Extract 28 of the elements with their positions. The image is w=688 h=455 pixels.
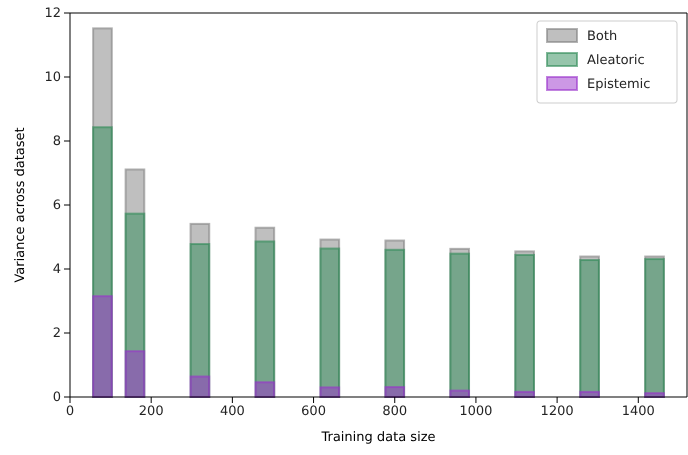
- y-tick-label: 8: [52, 134, 61, 150]
- y-tick-label: 10: [44, 70, 61, 86]
- x-axis-title: Training data size: [320, 430, 436, 445]
- bar: [254, 381, 276, 398]
- bar: [319, 386, 340, 398]
- x-tick-label: 1200: [540, 404, 574, 420]
- legend-label: Aleatoric: [587, 53, 645, 68]
- bar: [384, 386, 406, 398]
- y-tick-label: 0: [52, 390, 61, 406]
- y-tick-label: 6: [52, 198, 61, 214]
- y-tick-label: 2: [52, 326, 61, 342]
- bar: [92, 295, 113, 398]
- x-tick-label: 1000: [459, 404, 492, 420]
- bar: [124, 350, 146, 398]
- legend-label: Both: [587, 29, 618, 44]
- y-tick-label: 4: [52, 262, 61, 278]
- bar: [644, 392, 665, 398]
- x-tick-label: 400: [220, 404, 245, 420]
- legend-label: Epistemic: [587, 77, 650, 92]
- y-axis-title: Variance across dataset: [13, 127, 28, 283]
- x-tick-label: 1400: [622, 404, 655, 420]
- x-tick-label: 800: [382, 404, 408, 420]
- bar: [449, 390, 470, 398]
- x-tick-label: 0: [66, 404, 74, 420]
- bar: [190, 376, 210, 398]
- x-tick-label: 200: [138, 404, 164, 420]
- x-tick-label: 600: [301, 404, 326, 420]
- y-tick-label: 12: [44, 6, 61, 22]
